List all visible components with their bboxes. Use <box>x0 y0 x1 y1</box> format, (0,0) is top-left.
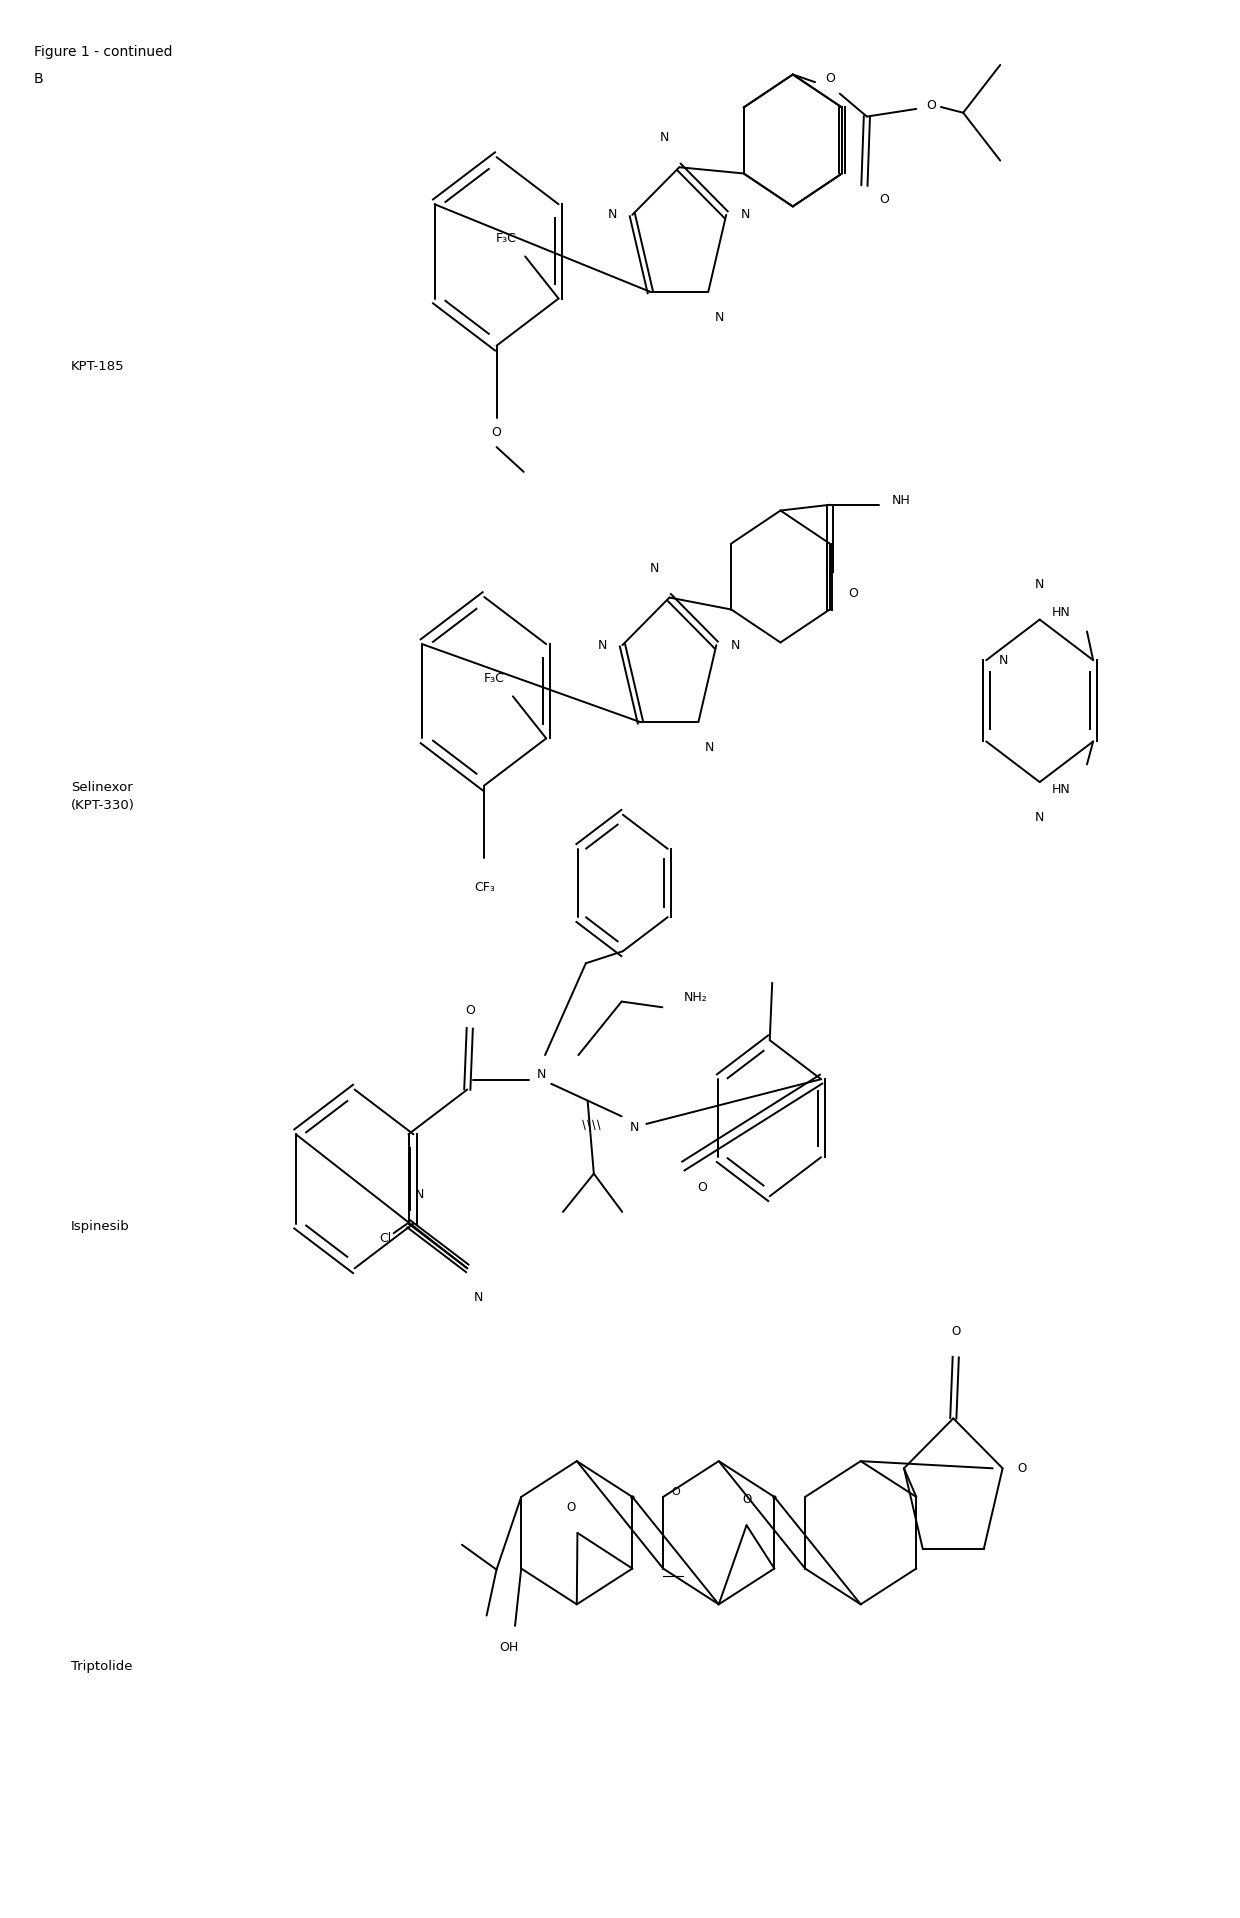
Text: N: N <box>650 562 660 575</box>
Text: N: N <box>660 130 670 144</box>
Text: O: O <box>697 1181 707 1195</box>
Text: O: O <box>1018 1462 1027 1475</box>
Text: N: N <box>704 740 714 754</box>
Text: KPT-185: KPT-185 <box>71 361 124 372</box>
Text: O: O <box>465 1003 475 1017</box>
Text: O: O <box>491 426 501 439</box>
Text: NH: NH <box>892 495 910 508</box>
Text: Selinexor
(KPT-330): Selinexor (KPT-330) <box>71 781 135 811</box>
Text: Ispinesib: Ispinesib <box>71 1220 129 1233</box>
Text: N: N <box>998 654 1008 667</box>
Text: Figure 1 - continued: Figure 1 - continued <box>33 44 172 59</box>
Text: OH: OH <box>500 1642 518 1653</box>
Text: O: O <box>879 194 889 205</box>
Text: Cl: Cl <box>379 1233 391 1245</box>
Text: N: N <box>414 1187 424 1201</box>
Text: HN: HN <box>1053 783 1071 796</box>
Text: N: N <box>732 639 740 652</box>
Text: N: N <box>714 311 724 324</box>
Text: CF₃: CF₃ <box>474 880 495 894</box>
Text: Triptolide: Triptolide <box>71 1661 133 1672</box>
Text: F₃C: F₃C <box>484 671 505 685</box>
Text: N: N <box>537 1068 546 1080</box>
Text: B: B <box>33 71 43 86</box>
Text: O: O <box>671 1486 680 1498</box>
Text: O: O <box>848 587 858 600</box>
Text: N: N <box>598 639 608 652</box>
Text: HN: HN <box>1053 606 1071 620</box>
Text: N: N <box>474 1291 482 1304</box>
Text: N: N <box>608 209 618 221</box>
Text: O: O <box>742 1492 751 1506</box>
Text: N: N <box>1035 577 1044 591</box>
Text: N: N <box>1035 811 1044 825</box>
Text: O: O <box>951 1325 961 1339</box>
Text: N: N <box>629 1122 639 1134</box>
Text: O: O <box>926 98 936 111</box>
Text: F₃C: F₃C <box>496 232 517 246</box>
Text: NH₂: NH₂ <box>683 992 707 1005</box>
Text: O: O <box>825 71 835 84</box>
Text: N: N <box>742 209 750 221</box>
Text: O: O <box>567 1500 575 1513</box>
